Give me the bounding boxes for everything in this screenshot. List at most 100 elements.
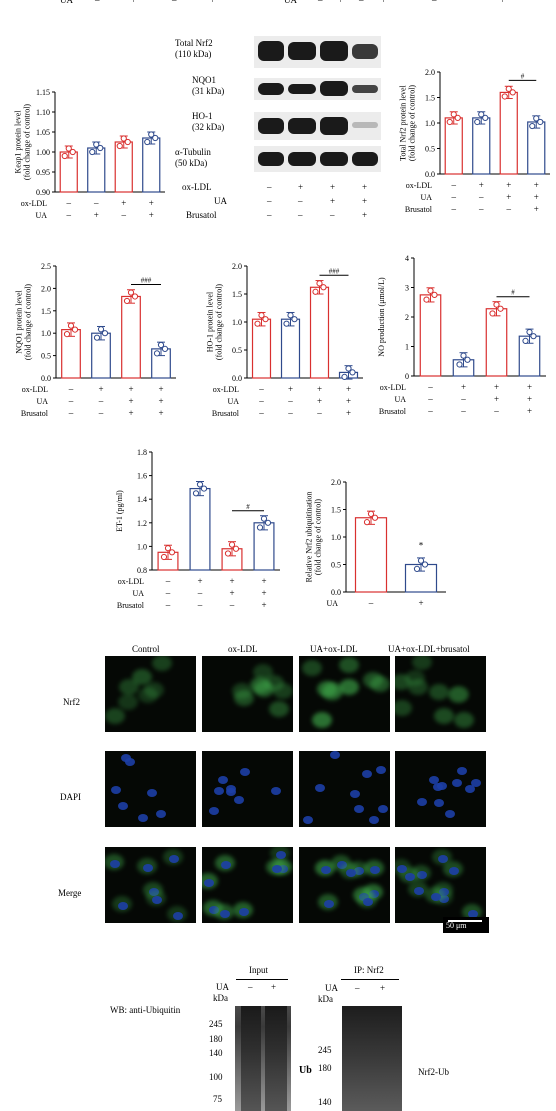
- y-axis-label: NQO1 protein level: [15, 289, 24, 353]
- chart-keap1: 0.90 0.95 1.00 1.05 1.10 1.15 Keap1 protein le…: [14, 88, 165, 220]
- chart-total-nrf2: 0.0 0.5 1.0 1.5 2.0 Total Nrf2 protein level(…: [399, 68, 550, 214]
- cell-nucleus: [324, 900, 335, 909]
- data-point: [264, 519, 272, 526]
- y-tick-label: 1.15: [36, 88, 50, 97]
- input-kda-label: kDa: [213, 993, 228, 1003]
- y-tick-label: 1.5: [425, 94, 435, 103]
- condition-value: +: [527, 394, 532, 404]
- cell-nucleus: [368, 889, 379, 898]
- data-point: [505, 85, 512, 92]
- y-tick-label: 0.5: [425, 145, 435, 154]
- micro-nrf2-ua-oxldl: [299, 656, 390, 732]
- y-axis-label: Keap1 protein level: [14, 110, 23, 174]
- y-tick-label: 1.5: [41, 307, 51, 316]
- y-tick-label: 1.00: [36, 148, 50, 157]
- condition-value: –: [258, 396, 264, 406]
- cell-nucleus: [118, 801, 129, 810]
- input-lane-plus: +: [271, 982, 277, 992]
- condition-value: –: [68, 396, 74, 406]
- data-point: [148, 131, 155, 138]
- condition-value: –: [493, 406, 499, 416]
- input-title-line: [236, 979, 288, 980]
- cell-nucleus: [137, 814, 148, 823]
- input-marker-245: 245: [209, 1019, 223, 1029]
- cell-fluorescence: [453, 712, 474, 729]
- y-tick-label: 1.05: [36, 128, 50, 137]
- significance-mark: *: [419, 541, 424, 551]
- ip-kda-label: kDa: [318, 994, 333, 1004]
- y-tick-label: 0: [405, 372, 409, 381]
- chart-et1: 0.8 1.0 1.2 1.4 1.6 1.8 ET-1 (pg/ml) # ox-LDL – + +…: [115, 448, 280, 610]
- condition-value: –: [427, 406, 433, 416]
- y-tick-label: 1.5: [232, 290, 242, 299]
- data-point: [283, 320, 290, 327]
- scale-bar: 50 μm: [443, 917, 489, 933]
- cell-nucleus: [353, 805, 364, 814]
- cell-fluorescence: [433, 708, 454, 725]
- data-point: [262, 316, 269, 323]
- ip-title-line: [341, 979, 399, 980]
- condition-value: +: [229, 576, 234, 586]
- data-point: [450, 111, 457, 118]
- condition-value: +: [229, 588, 234, 598]
- data-point: [421, 561, 429, 568]
- condition-label: Brusatol: [379, 407, 407, 416]
- data-point: [446, 118, 453, 126]
- data-point: [160, 553, 168, 561]
- cell-nucleus: [470, 779, 481, 788]
- significance-mark: #: [521, 72, 525, 80]
- data-point: [493, 301, 500, 308]
- condition-label: ox-LDL: [380, 383, 406, 392]
- data-point: [89, 148, 96, 156]
- micro-merge-control: [105, 847, 196, 923]
- y-axis-label: ET-1 (pg/ml): [115, 490, 124, 532]
- condition-value: +: [418, 598, 423, 608]
- condition-value: +: [527, 382, 532, 392]
- cell-nucleus: [110, 859, 121, 868]
- micro-merge-ua-oxldl-brusatol: [395, 847, 486, 923]
- cell-nucleus: [448, 867, 459, 876]
- data-point: [312, 288, 319, 295]
- data-point: [101, 330, 109, 337]
- row-label-nrf2: Nrf2: [63, 697, 80, 707]
- condition-value: +: [261, 600, 266, 610]
- bar: [189, 487, 211, 571]
- condition-label: UA: [35, 211, 47, 220]
- ip-blot-image: [342, 1006, 402, 1111]
- y-tick-label: 1.0: [137, 542, 147, 551]
- condition-value: –: [460, 394, 466, 404]
- cell-fluorescence: [411, 656, 432, 670]
- y-tick-label: 1.0: [41, 329, 51, 338]
- chart-ho1: 0.0 0.5 1.0 1.5 2.0 HO-1 protein level (fold c…: [206, 262, 363, 418]
- blot-ho1: [254, 112, 381, 140]
- top-val: +: [381, 0, 387, 5]
- condition-label: ox-LDL: [406, 181, 432, 190]
- bar: [61, 329, 81, 379]
- condition-value: +: [197, 576, 202, 586]
- condition-value: +: [506, 192, 511, 202]
- bar: [527, 121, 546, 175]
- microscopy-panel: Control ox-LDL UA+ox-LDL UA+ox-LDL+brusa…: [0, 640, 556, 940]
- cell-nucleus: [213, 787, 224, 796]
- cell-nucleus: [375, 766, 386, 775]
- y-tick-label: 2.0: [232, 262, 242, 271]
- condition-value: +: [158, 384, 163, 394]
- cell-fluorescence: [316, 680, 337, 697]
- bar: [472, 117, 491, 175]
- condition-value: +: [461, 382, 466, 392]
- y-tick-label: 0.0: [331, 588, 341, 597]
- cell-nucleus: [465, 784, 476, 793]
- cell-nucleus: [358, 892, 369, 901]
- y-tick-label: 0.5: [41, 352, 51, 361]
- condition-value: +: [149, 198, 154, 208]
- input-marker-100: 100: [209, 1072, 223, 1082]
- cell-fluorescence: [118, 679, 139, 696]
- condition-label: Brusatol: [117, 601, 145, 610]
- data-point: [316, 280, 323, 287]
- top-val: –: [318, 0, 323, 5]
- bar: [354, 517, 388, 593]
- bar: [87, 147, 106, 193]
- data-point: [482, 114, 489, 122]
- y-tick-label: 2.0: [41, 284, 51, 293]
- bar: [121, 295, 141, 379]
